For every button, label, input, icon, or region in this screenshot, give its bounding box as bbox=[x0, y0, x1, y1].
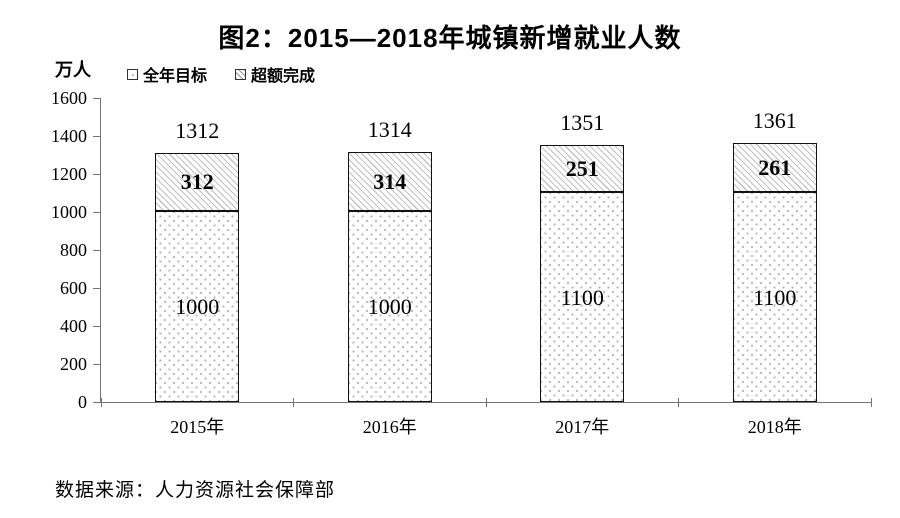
data-source: 数据来源：人力资源社会保障部 bbox=[55, 480, 336, 501]
y-axis-tick-label: 1400 bbox=[51, 126, 87, 146]
y-axis-tick-label: 1000 bbox=[51, 202, 87, 222]
legend-item-annual-target: 全年目标 bbox=[127, 62, 207, 86]
x-axis-tick bbox=[293, 398, 294, 407]
x-axis-tick bbox=[485, 398, 487, 407]
y-axis-tick-label: 1600 bbox=[51, 88, 87, 108]
bar-segment-exceeded bbox=[347, 152, 432, 212]
legend: 全年目标 超额完成 bbox=[127, 62, 315, 86]
x-axis-category-label: 2016年 bbox=[362, 417, 417, 437]
legend-label-exceeded: 超额完成 bbox=[251, 68, 316, 85]
y-axis-tick-label: 0 bbox=[78, 392, 87, 412]
y-axis-tick-label: 800 bbox=[60, 240, 87, 260]
bar-value-label-annual-target: 1100 bbox=[753, 284, 797, 310]
x-axis-category-label: 2015年 bbox=[170, 417, 225, 437]
bar-value-label-exceeded: 314 bbox=[373, 169, 407, 195]
y-axis-tick bbox=[93, 173, 101, 175]
bar-value-label-annual-target: 1000 bbox=[367, 294, 412, 319]
x-axis-category-label: 2017年 bbox=[555, 417, 610, 437]
bar-total-label: 1314 bbox=[367, 117, 412, 143]
bar-segment-exceeded bbox=[155, 152, 240, 212]
y-axis-tick bbox=[93, 211, 101, 213]
bar-segment-exceeded bbox=[732, 143, 817, 193]
y-axis-tick bbox=[93, 97, 101, 99]
x-axis-tick bbox=[678, 398, 679, 407]
y-axis-tick-label: 400 bbox=[60, 316, 87, 336]
y-axis-tick-label: 600 bbox=[60, 278, 87, 298]
bar-value-label-exceeded: 261 bbox=[758, 155, 792, 181]
bar-total-label: 1351 bbox=[560, 110, 605, 136]
y-axis-tick bbox=[93, 401, 101, 403]
y-axis-tick bbox=[93, 287, 101, 289]
y-axis-tick bbox=[93, 249, 101, 251]
bar-value-label-exceeded: 251 bbox=[565, 156, 599, 182]
legend-label-annual-target: 全年目标 bbox=[143, 68, 208, 85]
y-axis-tick-label: 200 bbox=[60, 354, 87, 374]
chart-title: 图2：2015—2018年城镇新增就业人数 bbox=[218, 23, 682, 53]
legend-item-exceeded: 超额完成 bbox=[235, 62, 315, 86]
dotted-swatch-icon bbox=[127, 68, 138, 80]
bar-value-label-exceeded: 312 bbox=[180, 169, 214, 195]
bar-segment-annual-target bbox=[347, 212, 432, 402]
y-axis-tick bbox=[93, 363, 101, 365]
y-axis-tick bbox=[93, 325, 101, 327]
bar-segment-exceeded bbox=[540, 145, 625, 193]
bar-segment-annual-target bbox=[155, 212, 240, 402]
bar-total-label: 1361 bbox=[752, 108, 797, 134]
bar-segment-annual-target bbox=[732, 193, 817, 402]
bar-total-label: 1312 bbox=[175, 117, 220, 143]
plot-area: 0 200 400 600 800 1000 1200 1400 1600 1000 312 1312… bbox=[51, 88, 872, 437]
x-axis-tick bbox=[100, 398, 102, 407]
y-axis-unit-label: 万人 bbox=[55, 60, 91, 80]
bar-segment-annual-target bbox=[540, 193, 625, 402]
hatched-swatch-icon bbox=[235, 68, 247, 80]
x-axis-category-label: 2018年 bbox=[747, 417, 802, 437]
x-axis-tick bbox=[870, 398, 872, 407]
bar-value-label-annual-target: 1100 bbox=[560, 284, 604, 310]
y-axis-tick-label: 1200 bbox=[51, 164, 87, 184]
bar-value-label-annual-target: 1000 bbox=[175, 294, 220, 319]
y-axis-tick bbox=[93, 135, 101, 137]
